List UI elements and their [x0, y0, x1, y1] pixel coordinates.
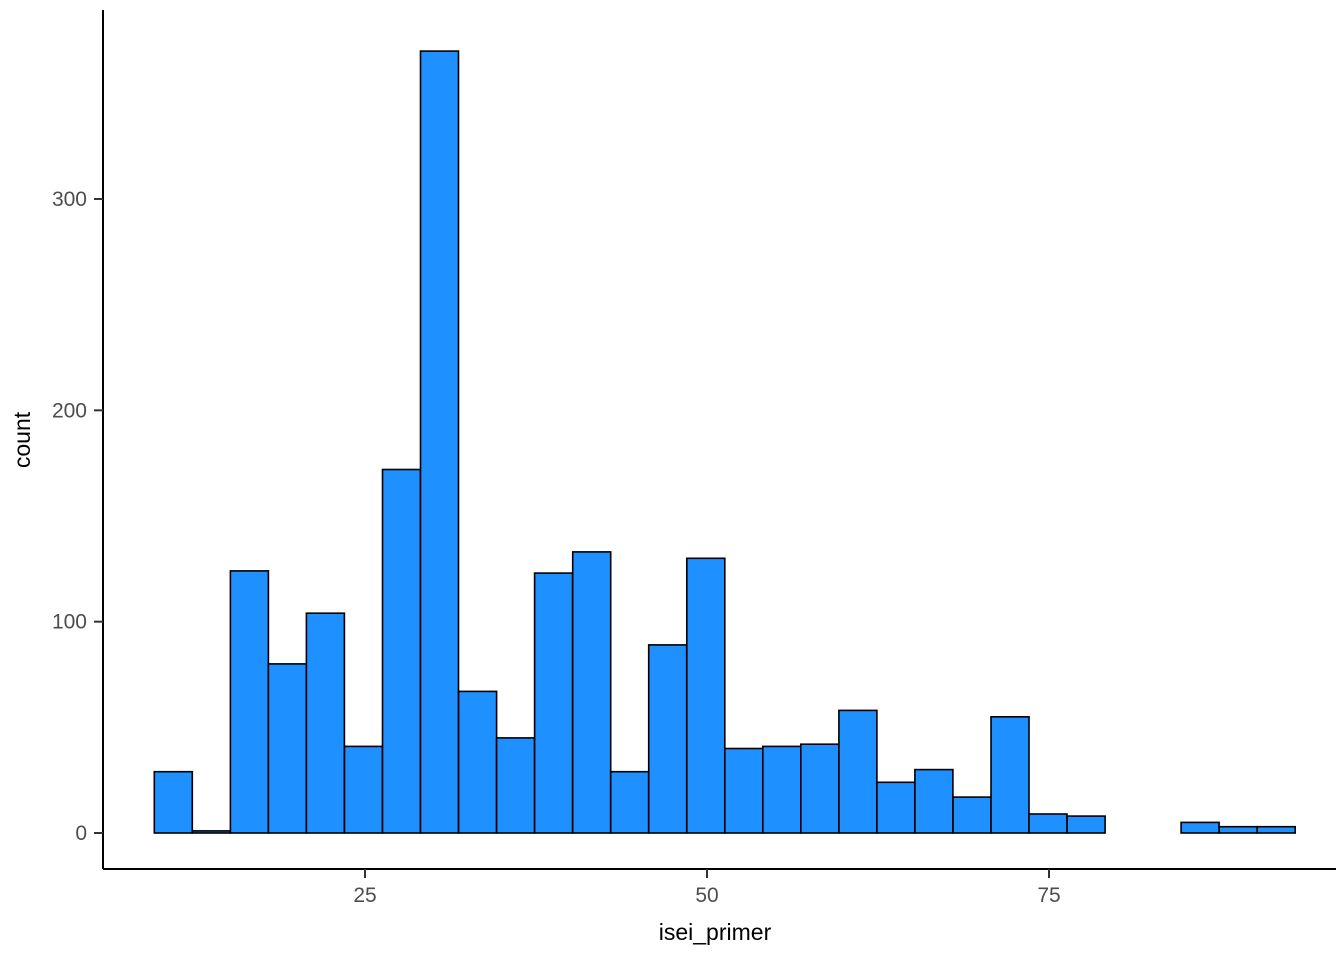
histogram-bar — [876, 781, 916, 834]
histogram-bar — [952, 796, 992, 834]
histogram-bar — [1256, 825, 1296, 834]
axes-layer: 25 50 75 0 100 200 300 — [52, 10, 1336, 907]
histogram-bar — [685, 557, 726, 834]
histogram-bar — [1180, 821, 1220, 834]
x-tick-label: 50 — [695, 884, 718, 907]
histogram-bar — [229, 570, 270, 834]
histogram-bar — [153, 770, 194, 834]
histogram-bar — [457, 690, 498, 834]
x-tick-label: 25 — [353, 884, 376, 907]
y-tick-label: 0 — [75, 822, 87, 845]
y-tick-label: 100 — [52, 611, 87, 634]
histogram-bar — [647, 644, 688, 834]
y-tick-label: 300 — [52, 188, 87, 211]
histogram-bar — [838, 709, 878, 834]
histogram-bar — [990, 715, 1030, 834]
y-tick-label: 200 — [52, 399, 87, 422]
histogram-bar — [761, 745, 802, 834]
histogram-bar — [419, 50, 460, 834]
histogram-bar — [343, 745, 384, 834]
histogram-bar — [305, 612, 346, 834]
x-axis-title: isei_primer — [659, 919, 772, 945]
histogram-bar — [495, 737, 536, 834]
histogram-bar — [799, 743, 840, 834]
histogram-bar — [267, 663, 308, 834]
histogram-bar — [1066, 815, 1106, 834]
bars-layer — [153, 50, 1296, 834]
histogram-bar — [1028, 813, 1068, 834]
histogram-bar — [609, 770, 650, 834]
histogram-bar — [191, 830, 232, 834]
x-tick-label: 75 — [1037, 884, 1060, 907]
histogram-bar — [1218, 825, 1258, 834]
histogram-bar — [914, 768, 954, 834]
histogram-bar — [571, 551, 612, 834]
histogram-bar — [381, 468, 422, 834]
histogram-bar — [533, 572, 574, 834]
y-axis-title: count — [9, 411, 35, 468]
histogram-bar — [723, 747, 764, 834]
